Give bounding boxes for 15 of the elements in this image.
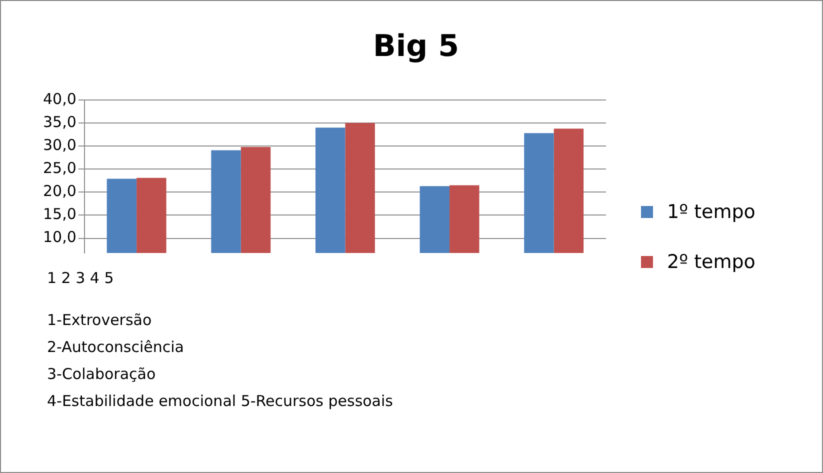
- text: 2-Autoconsciência: [47, 338, 185, 356]
- y-tick-label: 40,0: [42, 90, 76, 108]
- y-tick-label: 15,0: [42, 205, 76, 224]
- text: 4-Estabilidade emocional 5-Recursos pessoais: [47, 392, 393, 410]
- text: 1 2 3 4 5: [47, 269, 115, 287]
- y-tick-label: 20,0: [42, 182, 76, 200]
- text: 3-Colaboração: [47, 365, 157, 383]
- y-tick-label: 30,0: [42, 136, 76, 154]
- chart-title: Big 5: [372, 29, 460, 64]
- y-tick-label: 10,0: [42, 228, 76, 246]
- y-tick-label: 25,0: [42, 159, 76, 178]
- y-tick-label: 35,0: [42, 112, 76, 131]
- legend-label: 1º tempo: [667, 201, 756, 223]
- legend-label: 2º tempo: [667, 251, 756, 273]
- text: 1-Extroversão: [47, 311, 153, 329]
